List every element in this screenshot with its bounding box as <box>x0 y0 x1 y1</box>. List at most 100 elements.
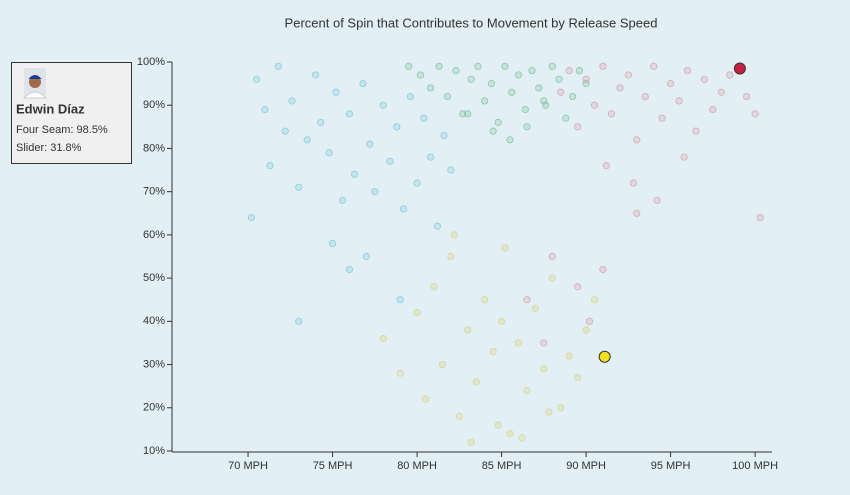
point <box>396 296 404 304</box>
point <box>379 101 387 109</box>
point <box>541 101 550 109</box>
point <box>535 84 543 92</box>
point <box>497 317 506 325</box>
point <box>523 386 531 395</box>
point <box>325 149 333 157</box>
point <box>590 296 599 304</box>
point <box>585 317 594 325</box>
point <box>396 369 404 377</box>
point <box>252 75 261 83</box>
point <box>386 157 394 166</box>
x-tick-label: 95 MPH <box>651 460 691 472</box>
point <box>366 140 374 148</box>
point <box>590 101 599 109</box>
point <box>607 110 616 118</box>
point <box>379 335 387 343</box>
y-tick-label: 100% <box>137 56 165 68</box>
y-tick-label: 70% <box>143 186 165 198</box>
point <box>680 153 688 161</box>
point <box>548 274 556 282</box>
point <box>653 196 661 204</box>
point <box>633 136 641 144</box>
highlight-point <box>733 62 746 75</box>
point <box>616 84 624 92</box>
point <box>452 67 460 75</box>
point <box>345 110 354 118</box>
point <box>658 114 666 122</box>
point <box>629 179 638 187</box>
point <box>521 105 529 114</box>
point <box>562 114 570 122</box>
plot-area: 10% 20% 30% 40% 50% 60% 70% 80% 90% 100% 70 MPH 75 … <box>137 56 778 472</box>
point <box>548 252 556 261</box>
point <box>489 347 497 356</box>
y-tick-label: 90% <box>143 99 165 111</box>
point <box>751 110 759 118</box>
point <box>683 67 692 75</box>
point <box>700 75 708 83</box>
point <box>371 188 379 196</box>
point <box>494 421 502 429</box>
point <box>421 395 430 403</box>
point <box>633 209 641 217</box>
point <box>339 196 347 204</box>
point <box>295 183 303 191</box>
point <box>602 162 610 170</box>
point <box>575 67 583 75</box>
y-tick-label: 50% <box>143 272 165 284</box>
point <box>464 326 472 334</box>
chart-title: Percent of Spin that Contributes to Move… <box>285 15 658 30</box>
point <box>362 252 370 261</box>
point <box>675 97 683 105</box>
point <box>474 62 482 70</box>
player-name: Edwin Díaz <box>16 101 85 116</box>
point <box>523 296 531 304</box>
pitch-label: Slider: 31.8% <box>16 142 82 154</box>
point <box>506 136 514 144</box>
point <box>295 317 303 325</box>
y-tick-label: 30% <box>143 358 165 370</box>
point <box>582 75 590 83</box>
point <box>501 62 509 70</box>
point <box>709 105 717 114</box>
point <box>426 153 435 161</box>
point <box>528 67 536 75</box>
point <box>540 339 548 347</box>
y-tick-label: 20% <box>143 402 165 414</box>
point <box>393 123 401 131</box>
point <box>450 231 458 239</box>
point <box>467 438 475 446</box>
point <box>426 84 435 92</box>
point <box>288 97 296 105</box>
point <box>430 283 438 291</box>
point <box>489 127 497 135</box>
point <box>317 118 325 127</box>
point <box>574 123 582 131</box>
point <box>726 71 734 79</box>
y-tick-label: 40% <box>143 315 165 327</box>
point <box>274 62 283 70</box>
x-tick-label: 85 MPH <box>482 460 522 472</box>
point <box>447 252 455 261</box>
point <box>514 339 523 347</box>
point <box>303 136 311 144</box>
point <box>666 80 675 88</box>
point <box>406 92 414 101</box>
point <box>440 131 448 140</box>
point <box>332 88 340 96</box>
point <box>599 62 607 70</box>
point <box>345 265 354 274</box>
headshot <box>22 68 48 99</box>
point <box>557 404 565 412</box>
point <box>650 62 658 70</box>
pitch-label: Four Seam: 98.5% <box>16 124 108 136</box>
point <box>548 62 556 70</box>
point <box>514 71 523 79</box>
point <box>399 205 408 213</box>
point <box>756 214 764 222</box>
point <box>508 88 516 96</box>
point <box>481 296 489 304</box>
point <box>443 92 452 101</box>
point <box>545 408 553 416</box>
